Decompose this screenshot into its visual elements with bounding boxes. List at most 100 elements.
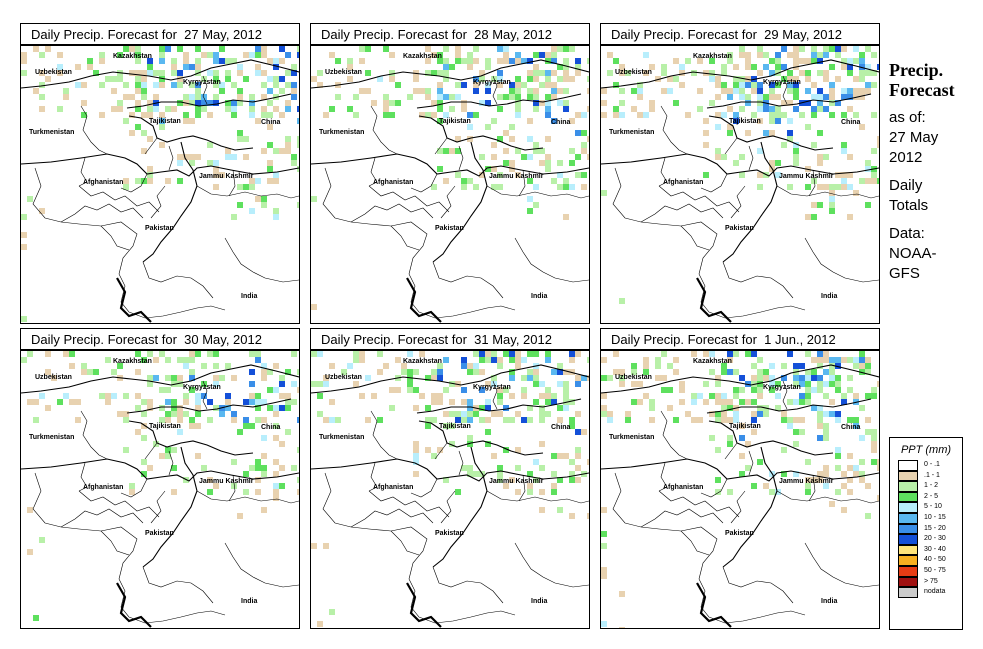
precip-cell	[255, 489, 261, 495]
precip-cell	[219, 172, 225, 178]
precip-cell	[563, 100, 569, 106]
precip-cell	[231, 417, 237, 423]
precip-cell	[787, 70, 793, 76]
precip-cell	[745, 52, 751, 58]
precip-cell	[437, 118, 443, 124]
precip-cell	[679, 387, 685, 393]
precip-cell	[273, 411, 279, 417]
precip-cell	[273, 58, 279, 64]
precip-cell	[117, 52, 123, 58]
precip-cell	[587, 88, 589, 94]
precip-cell	[225, 76, 231, 82]
precip-cell	[153, 106, 159, 112]
precip-cell	[407, 94, 413, 100]
precip-cell	[853, 465, 859, 471]
precip-cell	[75, 417, 81, 423]
precip-cell	[769, 112, 775, 118]
boundary-lines	[21, 364, 299, 624]
precip-cell	[563, 214, 569, 220]
precip-cell	[473, 112, 479, 118]
precip-cell	[455, 411, 461, 417]
precip-cell	[87, 64, 93, 70]
boundary-line	[168, 450, 174, 476]
precip-cell	[545, 70, 551, 76]
precip-cell	[811, 58, 817, 64]
precip-cell	[171, 375, 177, 381]
precip-cell	[165, 357, 171, 363]
precip-cell	[527, 417, 533, 423]
precip-cell	[485, 124, 491, 130]
precip-cell	[727, 58, 733, 64]
precip-cell	[467, 441, 473, 447]
precip-cell	[841, 64, 847, 70]
precip-cell	[601, 405, 607, 411]
precip-cell	[401, 363, 407, 369]
precip-cell	[847, 214, 853, 220]
precip-cell	[297, 118, 299, 124]
precip-cell	[527, 208, 533, 214]
precip-cell	[153, 375, 159, 381]
forecast-panel-2: Daily Precip. Forecast for 28 May, 2012 …	[310, 23, 590, 324]
precip-cell	[793, 363, 799, 369]
precip-cell	[243, 489, 249, 495]
precip-cell	[297, 136, 299, 142]
precip-cell	[871, 82, 877, 88]
precip-cell	[473, 184, 479, 190]
precip-cell	[733, 411, 739, 417]
precip-cell	[739, 82, 745, 88]
boundary-line	[698, 578, 806, 624]
precip-cell	[141, 70, 147, 76]
precip-cell	[237, 429, 243, 435]
precip-cell	[871, 70, 877, 76]
precip-cell	[793, 417, 799, 423]
precip-cell	[473, 46, 479, 52]
precip-cell	[619, 381, 625, 387]
precip-cell	[539, 100, 545, 106]
precip-cell	[225, 154, 231, 160]
precip-cell	[425, 88, 431, 94]
precip-cell	[317, 621, 323, 627]
precip-cell	[279, 148, 285, 154]
precip-cell	[177, 429, 183, 435]
precip-cell	[793, 94, 799, 100]
precip-cell	[721, 393, 727, 399]
precip-cell	[727, 88, 733, 94]
precip-cell	[377, 76, 383, 82]
precip-cell	[539, 441, 545, 447]
precip-cell	[769, 375, 775, 381]
legend-title: PPT (mm)	[900, 444, 952, 456]
precip-cell	[527, 369, 533, 375]
precip-cell	[207, 142, 213, 148]
precip-cell	[865, 417, 871, 423]
precip-cell	[829, 64, 835, 70]
boundary-lines	[601, 59, 879, 319]
precip-cell	[255, 46, 261, 52]
boundary-line	[640, 203, 724, 223]
boundary-line	[370, 410, 398, 460]
precip-cell	[745, 441, 751, 447]
precip-cell	[183, 399, 189, 405]
precip-cell	[159, 351, 165, 357]
precip-cell	[679, 64, 685, 70]
boundary-line	[518, 169, 526, 197]
precip-cell	[443, 46, 449, 52]
precip-cell	[745, 399, 751, 405]
precip-cell	[237, 202, 243, 208]
precip-cell	[503, 148, 509, 154]
precip-cell	[853, 363, 859, 369]
precip-cell	[291, 351, 297, 357]
precip-cell	[649, 64, 655, 70]
precip-cell	[27, 507, 33, 513]
precip-cell	[189, 118, 195, 124]
label-kyrgyzstan: Kyrgyzstan	[183, 384, 221, 391]
precip-cell	[521, 393, 527, 399]
precip-cell	[757, 172, 763, 178]
precip-cell	[195, 393, 201, 399]
precip-cell	[545, 357, 551, 363]
precip-cell	[601, 543, 607, 549]
precip-cell	[551, 393, 557, 399]
precip-cell	[667, 363, 673, 369]
precip-cell	[859, 435, 865, 441]
precip-cell	[757, 393, 763, 399]
precip-cell	[189, 94, 195, 100]
